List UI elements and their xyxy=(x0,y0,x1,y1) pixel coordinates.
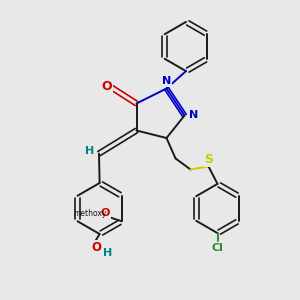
Text: S: S xyxy=(204,153,213,167)
Text: O: O xyxy=(100,208,110,218)
Text: methoxy: methoxy xyxy=(73,209,106,218)
Text: Cl: Cl xyxy=(212,243,224,253)
Text: O: O xyxy=(92,241,102,254)
Text: H: H xyxy=(103,248,112,258)
Text: H: H xyxy=(85,146,94,156)
Text: N: N xyxy=(162,76,171,86)
Text: N: N xyxy=(190,110,199,121)
Text: O: O xyxy=(101,80,112,93)
